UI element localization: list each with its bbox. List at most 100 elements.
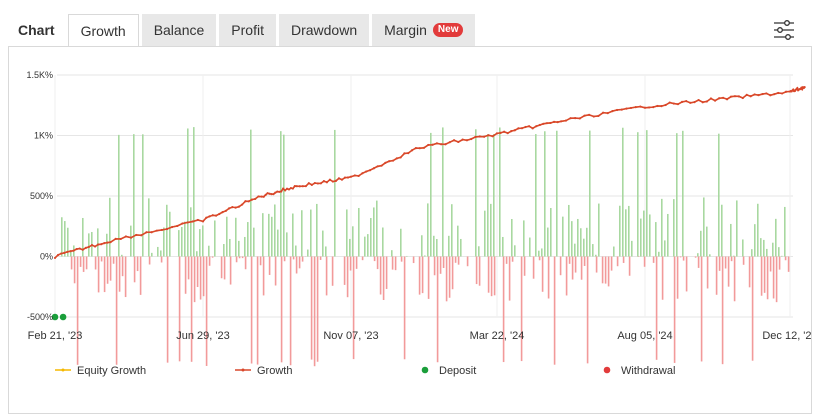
growth-point <box>521 127 523 129</box>
negative-bar <box>575 257 577 273</box>
growth-point <box>444 143 446 145</box>
growth-point <box>305 185 307 187</box>
tab-growth[interactable]: Growth <box>68 14 139 46</box>
positive-bar <box>700 231 702 257</box>
growth-point <box>145 231 147 233</box>
growth-point <box>308 182 310 184</box>
negative-bar <box>413 257 415 264</box>
tab-drawdown[interactable]: Drawdown <box>279 14 369 46</box>
growth-point <box>583 115 585 117</box>
tab-margin[interactable]: Margin New <box>372 14 475 46</box>
growth-point <box>103 242 105 244</box>
growth-point <box>773 93 775 95</box>
negative-bar <box>587 257 589 364</box>
growth-point <box>470 138 472 140</box>
positive-bar <box>631 241 633 257</box>
positive-bar <box>781 256 783 257</box>
growth-point <box>611 110 613 112</box>
positive-bar <box>436 239 438 256</box>
negative-bar <box>284 257 286 262</box>
growth-point <box>63 252 65 254</box>
positive-bar <box>733 256 735 257</box>
positive-bar <box>202 225 204 256</box>
growth-point <box>235 207 237 209</box>
negative-bar <box>263 257 265 296</box>
growth-point <box>503 131 505 133</box>
growth-point <box>734 95 736 97</box>
positive-bar <box>208 246 210 257</box>
growth-point <box>296 185 298 187</box>
positive-bar <box>568 205 570 257</box>
positive-bar <box>250 130 252 257</box>
growth-point <box>166 228 168 230</box>
negative-bar <box>110 257 112 281</box>
growth-point <box>282 188 284 190</box>
positive-bar <box>157 247 159 257</box>
positive-bar <box>544 131 546 256</box>
growth-point <box>738 95 740 97</box>
negative-bar <box>101 257 103 262</box>
positive-bar <box>478 246 480 256</box>
negative-bar <box>506 257 508 264</box>
positive-bar <box>625 209 627 256</box>
positive-bar <box>460 239 462 257</box>
negative-bar <box>611 257 613 271</box>
positive-bar <box>430 133 432 257</box>
negative-bar <box>434 257 436 276</box>
tab-profit[interactable]: Profit <box>219 14 276 46</box>
negative-bar <box>140 257 142 295</box>
growth-point <box>597 115 599 117</box>
positive-bar <box>391 250 393 256</box>
y-tick-label: 500% <box>30 191 53 201</box>
negative-bar <box>212 257 214 258</box>
growth-point <box>261 196 263 198</box>
tab-chart[interactable]: Chart <box>8 14 65 46</box>
legend-withdrawal-label[interactable]: Withdrawal <box>621 365 675 377</box>
growth-point <box>785 91 787 93</box>
negative-bar <box>770 257 772 272</box>
negative-bar <box>83 257 85 272</box>
negative-bar <box>449 257 451 298</box>
negative-bar <box>113 257 115 264</box>
growth-point <box>338 177 340 179</box>
growth-point <box>156 230 158 232</box>
positive-bar <box>562 217 564 257</box>
positive-bar <box>121 255 123 257</box>
growth-point <box>140 234 142 236</box>
positive-bar <box>400 229 402 257</box>
positive-bar <box>760 238 762 256</box>
x-tick-label: Feb 21, '23 <box>28 330 83 342</box>
positive-bar <box>187 128 189 256</box>
positive-bar <box>655 222 657 256</box>
growth-point <box>685 100 687 102</box>
growth-point <box>514 129 516 131</box>
tab-balance[interactable]: Balance <box>142 14 217 46</box>
growth-point <box>621 108 623 110</box>
growth-point <box>553 121 555 123</box>
positive-bar <box>310 210 312 257</box>
growth-point <box>292 187 294 189</box>
positive-bar <box>541 248 543 256</box>
positive-bar <box>703 197 705 256</box>
negative-bar <box>560 257 562 276</box>
growth-point <box>248 200 250 202</box>
negative-bar <box>731 257 733 262</box>
legend-growth-label[interactable]: Growth <box>257 365 292 377</box>
growth-point <box>560 120 562 122</box>
negative-bar <box>293 257 295 260</box>
sliders-icon[interactable] <box>772 18 796 42</box>
growth-point <box>341 179 343 181</box>
negative-bar <box>701 257 703 362</box>
legend-equity-growth-label[interactable]: Equity Growth <box>77 365 146 377</box>
legend-growth-swatch-dot <box>242 369 245 372</box>
legend-deposit-label[interactable]: Deposit <box>439 365 476 377</box>
positive-bar <box>448 236 450 257</box>
growth-point <box>588 114 590 116</box>
positive-bar <box>349 239 351 257</box>
negative-bar <box>224 257 226 280</box>
growth-point <box>702 101 704 103</box>
negative-bar <box>488 257 490 293</box>
negative-bar <box>377 257 379 270</box>
positive-bar <box>199 229 201 256</box>
negative-bar <box>602 257 604 284</box>
